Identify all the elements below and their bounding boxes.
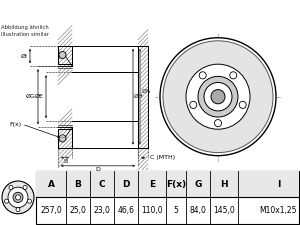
Circle shape bbox=[27, 199, 32, 203]
Text: 84,0: 84,0 bbox=[190, 206, 206, 215]
Circle shape bbox=[230, 72, 237, 79]
Circle shape bbox=[2, 181, 34, 214]
Circle shape bbox=[186, 64, 250, 129]
Bar bbox=[58, 129, 72, 148]
Text: ØA: ØA bbox=[142, 89, 151, 94]
Text: 257,0: 257,0 bbox=[40, 206, 62, 215]
Text: Abbildung ähnlich
Illustration similar: Abbildung ähnlich Illustration similar bbox=[1, 25, 49, 36]
Text: ØI: ØI bbox=[21, 54, 28, 58]
Text: M10x1,25: M10x1,25 bbox=[260, 206, 297, 215]
Text: D: D bbox=[122, 180, 130, 189]
Text: G: G bbox=[194, 180, 202, 189]
Text: B: B bbox=[63, 159, 67, 164]
Circle shape bbox=[59, 52, 66, 58]
Text: ØH: ØH bbox=[134, 94, 144, 99]
Text: ØE: ØE bbox=[35, 94, 44, 99]
Text: C (MTH): C (MTH) bbox=[150, 155, 175, 160]
Text: 23,0: 23,0 bbox=[94, 206, 110, 215]
Circle shape bbox=[204, 83, 232, 111]
Circle shape bbox=[59, 135, 66, 142]
Text: ØG: ØG bbox=[26, 94, 36, 99]
Circle shape bbox=[9, 185, 13, 189]
Text: D: D bbox=[96, 167, 100, 172]
Circle shape bbox=[16, 208, 20, 212]
Text: F(x): F(x) bbox=[10, 122, 22, 127]
Text: 25,0: 25,0 bbox=[70, 206, 86, 215]
Bar bbox=[58, 46, 72, 64]
Text: 46,6: 46,6 bbox=[118, 206, 134, 215]
Bar bbox=[36, 171, 299, 224]
Text: H: H bbox=[220, 180, 228, 189]
Circle shape bbox=[13, 192, 23, 202]
Bar bbox=[58, 129, 72, 148]
Bar bbox=[138, 46, 148, 148]
Text: ate: ate bbox=[195, 94, 251, 123]
Text: E: E bbox=[149, 180, 155, 189]
Bar bbox=[58, 46, 72, 64]
Circle shape bbox=[198, 76, 238, 117]
Circle shape bbox=[4, 199, 9, 203]
Text: B: B bbox=[75, 180, 81, 189]
Circle shape bbox=[199, 72, 206, 79]
Circle shape bbox=[163, 41, 273, 153]
Circle shape bbox=[8, 187, 28, 208]
Text: 425118: 425118 bbox=[209, 7, 259, 20]
Bar bbox=[138, 46, 148, 148]
Text: F(x): F(x) bbox=[166, 180, 186, 189]
Text: 110,0: 110,0 bbox=[141, 206, 163, 215]
Circle shape bbox=[16, 195, 20, 200]
Text: C: C bbox=[99, 180, 105, 189]
Circle shape bbox=[23, 185, 27, 189]
Text: I: I bbox=[277, 180, 280, 189]
Bar bbox=[36, 171, 299, 197]
Circle shape bbox=[160, 38, 276, 156]
Text: A: A bbox=[47, 180, 55, 189]
Circle shape bbox=[211, 90, 225, 104]
Circle shape bbox=[190, 101, 197, 108]
Text: 24.0125-0118.1: 24.0125-0118.1 bbox=[61, 7, 178, 20]
Text: 145,0: 145,0 bbox=[213, 206, 235, 215]
Text: 5: 5 bbox=[174, 206, 178, 215]
Circle shape bbox=[239, 101, 246, 108]
Circle shape bbox=[214, 119, 221, 127]
